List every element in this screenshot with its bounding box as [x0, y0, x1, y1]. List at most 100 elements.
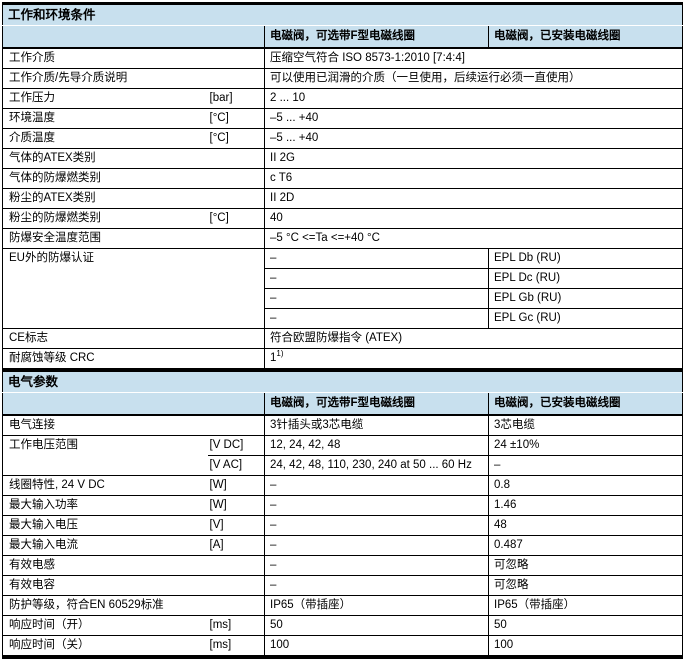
row-value-col1: – — [264, 288, 489, 309]
column-header-optional-f-coil: 电磁阀，可选带F型电磁线圈 — [264, 392, 489, 416]
row-label: 气体的ATEX类别 — [2, 148, 265, 169]
row-value-col2: 1.46 — [487, 495, 683, 516]
table-row: 介质温度 [°C] –5 ... +40 — [2, 128, 683, 149]
row-value-span: 符合欧盟防爆指令 (ATEX) — [263, 328, 683, 349]
row-value-span: 2 ... 10 — [263, 88, 683, 109]
column-header-installed-coil: 电磁阀，已安装电磁线圈 — [487, 25, 683, 49]
section-title-electrical: 电气参数 — [2, 372, 683, 393]
row-label: 粉尘的防爆燃类别 — [2, 208, 208, 229]
table-row: CE标志 符合欧盟防爆指令 (ATEX) — [2, 328, 683, 349]
row-label: 线圈特性, 24 V DC — [2, 475, 208, 496]
row-value-col2: 48 — [487, 515, 683, 536]
row-label: 工作介质 — [2, 47, 265, 69]
row-value-col2: 0.487 — [487, 535, 683, 556]
row-unit: [V DC] — [207, 435, 265, 456]
column-header-spacer — [2, 25, 265, 49]
table-row: 最大输入功率 [W] – 1.46 — [2, 495, 683, 516]
row-value-span: c T6 — [263, 168, 683, 189]
table-row: 气体的防爆燃类别 c T6 — [2, 168, 683, 189]
row-unit: [V] — [207, 515, 265, 536]
table-row: 工作电压范围 [V DC] 12, 24, 42, 48 24 ±10% — [2, 435, 683, 476]
row-value-col2: 可忽略 — [487, 575, 683, 596]
row-value-col1: – — [264, 475, 489, 496]
row-value-col1: – — [264, 515, 489, 536]
row-value-col1: – — [264, 535, 489, 556]
column-header-optional-f-coil: 电磁阀，可选带F型电磁线圈 — [264, 25, 489, 49]
table-row: 粉尘的ATEX类别 II 2D — [2, 188, 683, 209]
row-label: 粉尘的ATEX类别 — [2, 188, 265, 209]
table-row: 耐腐蚀等级 CRC 11) — [2, 348, 683, 370]
table-row: 环境温度 [°C] –5 ... +40 — [2, 108, 683, 129]
table-row: EU外的防爆认证 – EPL Db (RU) — [2, 248, 683, 329]
row-value-span: 40 — [263, 208, 683, 229]
row-unit: [bar] — [207, 88, 265, 109]
row-value-col2: 0.8 — [487, 475, 683, 496]
row-value-span: –5 ... +40 — [263, 128, 683, 149]
row-label: 气体的防爆燃类别 — [2, 168, 265, 189]
row-value-col2: EPL Dc (RU) — [487, 268, 683, 289]
table-row: 防护等级，符合EN 60529标准 IP65（带插座） IP65（带插座） — [2, 595, 683, 616]
table-row: 防爆安全温度范围 –5 °C <=Ta <=+40 °C — [2, 228, 683, 249]
row-value-col1: 50 — [264, 615, 489, 636]
working-conditions-table: 工作和环境条件 电磁阀，可选带F型电磁线圈 电磁阀，已安装电磁线圈 工作介质 压… — [2, 2, 684, 372]
section-title-working-conditions: 工作和环境条件 — [2, 3, 683, 26]
corrosion-class-value: 1 — [270, 352, 277, 364]
row-value-col1: – — [264, 308, 489, 329]
row-value-span: 可以使用已润滑的介质（一旦使用，后续运行必须一直使用） — [263, 68, 683, 89]
row-label: 介质温度 — [2, 128, 208, 149]
row-unit: [A] — [207, 535, 265, 556]
row-unit: [°C] — [207, 108, 265, 129]
row-label: 最大输入电压 — [2, 515, 208, 536]
row-value-col1: 12, 24, 42, 48 — [264, 435, 489, 456]
row-value-col1: 100 — [264, 635, 489, 657]
row-label: 工作压力 — [2, 88, 208, 109]
row-label: 最大输入电流 — [2, 535, 208, 556]
table-row: 线圈特性, 24 V DC [W] – 0.8 — [2, 475, 683, 496]
row-unit: [W] — [207, 495, 265, 516]
row-label: 环境温度 — [2, 108, 208, 129]
row-label: 最大输入功率 — [2, 495, 208, 516]
row-unit: [°C] — [207, 208, 265, 229]
row-value-span: –5 °C <=Ta <=+40 °C — [263, 228, 683, 249]
row-value-col1: IP65（带插座） — [264, 595, 489, 616]
table-row: 粉尘的防爆燃类别 [°C] 40 — [2, 208, 683, 229]
table-row: 响应时间（开） [ms] 50 50 — [2, 615, 683, 636]
row-value-col1: – — [264, 248, 489, 269]
row-value-col1: 3针插头或3芯电缆 — [264, 414, 489, 436]
table-row: 气体的ATEX类别 II 2G — [2, 148, 683, 169]
row-unit: [V AC] — [207, 455, 265, 476]
row-value-col2: 24 ±10% — [487, 435, 683, 456]
row-value-col1: 24, 42, 48, 110, 230, 240 at 50 ... 60 H… — [264, 455, 489, 476]
table-row: – EPL Gb (RU) — [3, 288, 683, 309]
row-value-col1: – — [264, 555, 489, 576]
row-label: 响应时间（开） — [2, 615, 208, 636]
row-value-col2: EPL Gb (RU) — [487, 288, 683, 309]
table-row: – EPL Dc (RU) — [3, 268, 683, 289]
row-value-col2: 可忽略 — [487, 555, 683, 576]
table-row: 有效电感 – 可忽略 — [2, 555, 683, 576]
column-header-spacer — [2, 392, 265, 416]
row-label: CE标志 — [2, 328, 265, 349]
row-value-col1: – — [264, 495, 489, 516]
row-value-col2: IP65（带插座） — [487, 595, 683, 616]
row-value-span: II 2G — [263, 148, 683, 169]
table-row: 最大输入电压 [V] – 48 — [2, 515, 683, 536]
row-value-span: 11) — [263, 348, 683, 370]
row-value-col2: 3芯电缆 — [487, 414, 683, 436]
row-label: 工作介质/先导介质说明 — [2, 68, 265, 89]
row-unit: [ms] — [207, 615, 265, 636]
row-label: 响应时间（关） — [2, 635, 208, 657]
row-value-col2: 100 — [487, 635, 683, 657]
row-label: 防爆安全温度范围 — [2, 228, 265, 249]
row-unit: [W] — [207, 475, 265, 496]
table-row: 工作压力 [bar] 2 ... 10 — [2, 88, 683, 109]
row-label: 有效电容 — [2, 575, 265, 596]
column-header-installed-coil: 电磁阀，已安装电磁线圈 — [487, 392, 683, 416]
row-unit: [ms] — [207, 635, 265, 657]
row-value-col1: – — [264, 268, 489, 289]
row-value-col2: – — [487, 455, 683, 476]
table-row: 工作介质 压缩空气符合 ISO 8573-1:2010 [7:4:4] — [2, 47, 683, 69]
table-row: 工作介质/先导介质说明 可以使用已润滑的介质（一旦使用，后续运行必须一直使用） — [2, 68, 683, 89]
table-row: 响应时间（关） [ms] 100 100 — [2, 635, 683, 657]
